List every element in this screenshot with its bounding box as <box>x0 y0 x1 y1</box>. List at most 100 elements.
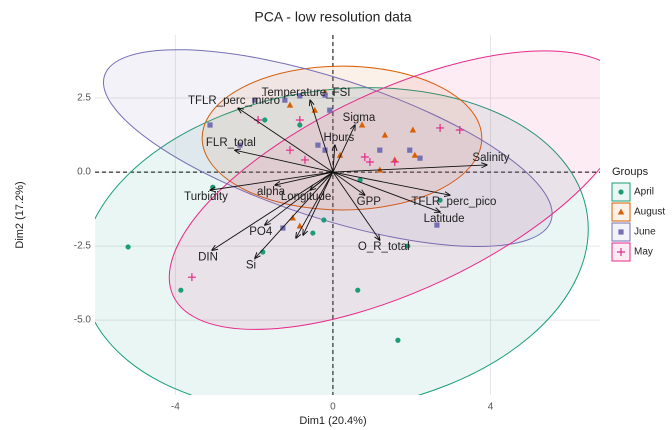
confidence-ellipse <box>102 49 553 247</box>
point <box>310 230 316 236</box>
point <box>295 115 304 124</box>
point <box>336 151 344 158</box>
confidence-ellipse <box>168 50 600 330</box>
point <box>187 273 196 282</box>
y-tick-label: 0.0 <box>77 167 91 178</box>
legend-key <box>611 182 631 202</box>
legend-label: April <box>634 187 654 198</box>
point <box>322 147 328 153</box>
point <box>296 222 304 229</box>
point <box>286 101 294 108</box>
legend-symbol <box>617 208 625 215</box>
loading-arrow <box>332 125 355 173</box>
y-axis-label: Dim2 (17.2%) <box>14 181 26 248</box>
loading-arrow <box>255 171 334 258</box>
confidence-ellipse <box>95 87 589 395</box>
loading-arrow <box>332 171 380 240</box>
point <box>434 222 440 228</box>
loading-arrow <box>332 165 487 173</box>
legend-key <box>611 222 631 242</box>
point <box>252 97 258 103</box>
point <box>300 155 309 164</box>
point <box>207 122 213 128</box>
point <box>409 126 417 133</box>
loading-arrow <box>332 171 450 195</box>
loading-arrow <box>235 150 334 173</box>
point <box>289 214 296 221</box>
variable-label: TFLR_perc_micro <box>188 95 280 107</box>
loading-arrow <box>333 145 335 173</box>
point <box>390 158 399 167</box>
variable-label: Salinity <box>472 152 509 164</box>
point <box>327 107 333 113</box>
point <box>407 147 413 153</box>
point <box>262 117 268 123</box>
ellipses <box>95 49 600 395</box>
x-tick-label: 0 <box>330 402 336 413</box>
legend-title: Groups <box>612 166 649 178</box>
loading-arrow <box>210 171 333 190</box>
loading-arrow <box>296 171 334 238</box>
point <box>315 142 321 148</box>
chart-title: PCA - low resolution data <box>254 9 411 25</box>
variable-label: Sigma <box>343 112 376 124</box>
point <box>436 123 445 132</box>
variable-label: PO4 <box>249 226 273 238</box>
legend-label: June <box>634 227 656 238</box>
loading-arrow <box>265 171 334 225</box>
legend-key <box>611 242 631 262</box>
point <box>365 158 374 167</box>
point <box>381 131 389 138</box>
variable-label: Temperature_FSI <box>262 87 351 99</box>
point <box>280 225 286 231</box>
legend-label: May <box>634 247 653 258</box>
variable-label: Latitude <box>424 213 465 225</box>
legend-symbol <box>617 248 625 256</box>
variable-label: DIN <box>198 251 218 263</box>
point <box>417 155 423 161</box>
point <box>395 337 401 343</box>
variable-label: Si <box>246 259 256 271</box>
loading-arrow <box>212 171 334 250</box>
loading-arrow <box>332 171 365 195</box>
point <box>355 287 361 293</box>
legend-key <box>611 202 631 222</box>
point <box>377 147 383 153</box>
point <box>358 121 366 128</box>
variable-label: TFLR_perc_pico <box>411 196 496 208</box>
y-tick-label: 2.5 <box>77 93 91 104</box>
loading-arrow <box>238 108 334 173</box>
point <box>437 197 443 203</box>
variable-label: Turbidity <box>184 191 228 203</box>
y-tick-label: -5.0 <box>74 315 92 326</box>
point <box>210 184 216 190</box>
variable-label: FLR_total <box>206 137 256 149</box>
legend-symbol <box>618 229 624 235</box>
variable-label: Hours <box>324 132 355 144</box>
loading-arrow <box>332 171 440 212</box>
point <box>297 93 303 99</box>
grid: -4 0 4 2.5 0.0 -2.5 -5.0 <box>74 35 600 413</box>
point <box>360 152 369 161</box>
loading-arrow <box>275 171 334 185</box>
loading-arrow <box>303 171 334 235</box>
point <box>285 146 294 155</box>
variable-label: Longitude <box>281 191 332 203</box>
point <box>125 244 131 250</box>
loading-arrow <box>310 100 334 173</box>
point <box>297 122 303 128</box>
point <box>411 151 419 158</box>
point <box>237 142 243 148</box>
legend-label: August <box>634 207 665 218</box>
point <box>322 92 328 98</box>
confidence-ellipse <box>201 65 483 211</box>
point <box>282 97 288 103</box>
variable-label: GPP <box>357 196 382 208</box>
legend: April August June May <box>611 182 665 262</box>
variable-label: O_R_total <box>358 241 410 253</box>
point <box>321 217 327 223</box>
points <box>125 88 625 343</box>
x-tick-label: 4 <box>488 402 494 413</box>
